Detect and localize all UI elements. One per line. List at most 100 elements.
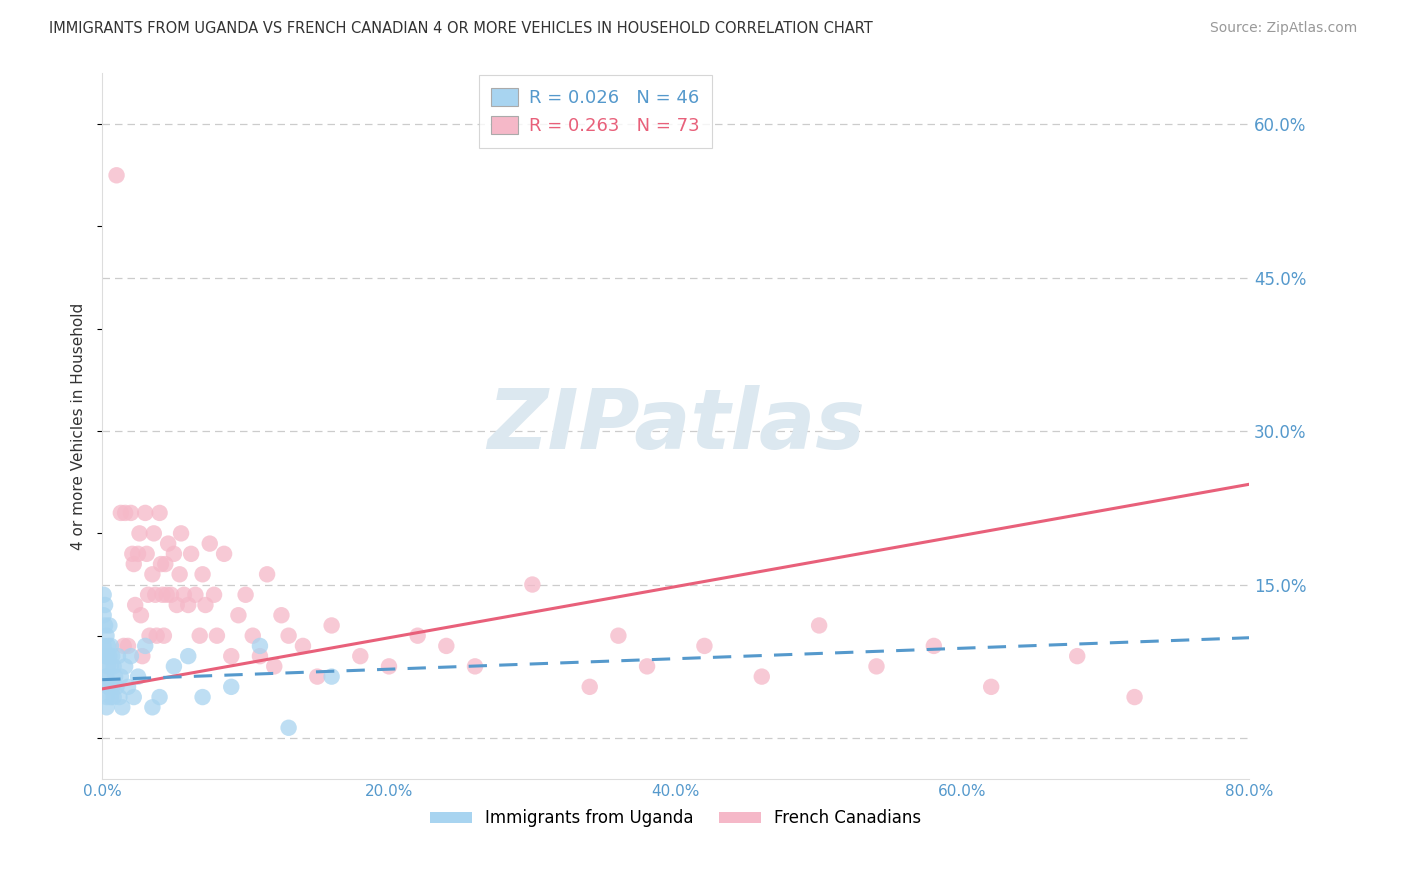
Point (141, 567, 163, 582)
Point (94, 598, 117, 612)
Point (112, 639, 135, 653)
Point (96, 690, 118, 704)
Point (202, 588, 225, 602)
Point (107, 649, 129, 664)
Point (291, 639, 314, 653)
Point (228, 608, 250, 623)
Point (100, 690, 122, 704)
Point (145, 629, 167, 643)
Point (98, 680, 121, 694)
Point (607, 629, 630, 643)
Point (205, 629, 228, 643)
Point (578, 680, 600, 694)
Point (235, 588, 257, 602)
Point (160, 588, 183, 602)
Point (166, 598, 188, 612)
Point (263, 659, 285, 673)
Point (194, 598, 217, 612)
Point (105, 680, 128, 694)
Point (212, 547, 235, 561)
Point (100, 659, 122, 673)
Point (121, 547, 143, 561)
Point (636, 659, 658, 673)
Point (464, 659, 486, 673)
Point (120, 506, 142, 520)
Point (134, 506, 156, 520)
Text: ZIPatlas: ZIPatlas (486, 385, 865, 467)
Point (98, 649, 121, 664)
Point (108, 690, 131, 704)
Point (135, 547, 157, 561)
Point (980, 680, 1002, 694)
Point (103, 690, 125, 704)
Point (191, 567, 214, 582)
Point (127, 547, 149, 561)
Point (122, 690, 145, 704)
Point (180, 547, 202, 561)
Point (93, 639, 115, 653)
Point (138, 629, 160, 643)
Point (117, 680, 139, 694)
Point (128, 526, 150, 541)
Point (242, 629, 264, 643)
Point (124, 598, 146, 612)
Point (101, 649, 124, 664)
Point (96, 700, 118, 714)
Point (156, 588, 179, 602)
Point (1066, 649, 1088, 664)
Point (114, 659, 136, 673)
Point (114, 506, 136, 520)
Point (101, 680, 124, 694)
Legend: Immigrants from Uganda, French Canadians: Immigrants from Uganda, French Canadians (423, 803, 928, 834)
Point (170, 526, 193, 541)
Point (249, 649, 271, 664)
Point (143, 588, 166, 602)
Point (96, 670, 118, 684)
Point (105, 169, 128, 183)
Point (277, 629, 299, 643)
Point (97, 659, 120, 673)
Point (922, 639, 945, 653)
Point (131, 649, 153, 664)
Point (150, 557, 173, 571)
Point (93, 588, 115, 602)
Point (96, 629, 118, 643)
Point (148, 690, 170, 704)
Point (191, 690, 214, 704)
Point (177, 649, 200, 664)
Point (184, 588, 207, 602)
Point (378, 659, 401, 673)
Point (148, 506, 170, 520)
Point (349, 649, 371, 664)
Point (94, 618, 117, 632)
Point (94, 649, 117, 664)
Point (136, 588, 159, 602)
Point (406, 629, 429, 643)
Point (142, 526, 165, 541)
Point (163, 659, 186, 673)
Point (188, 629, 211, 643)
Text: IMMIGRANTS FROM UGANDA VS FRENCH CANADIAN 4 OR MORE VEHICLES IN HOUSEHOLD CORREL: IMMIGRANTS FROM UGANDA VS FRENCH CANADIA… (49, 21, 873, 36)
Point (155, 557, 177, 571)
Point (434, 639, 457, 653)
Point (219, 680, 242, 694)
Point (117, 639, 139, 653)
Point (94, 670, 117, 684)
Point (129, 608, 152, 623)
Point (693, 639, 716, 653)
Point (98, 618, 121, 632)
Point (321, 618, 343, 632)
Point (110, 670, 132, 684)
Point (152, 588, 174, 602)
Point (153, 629, 176, 643)
Point (110, 506, 132, 520)
Point (100, 639, 122, 653)
Point (177, 598, 200, 612)
Text: Source: ZipAtlas.com: Source: ZipAtlas.com (1209, 21, 1357, 35)
Point (169, 567, 191, 582)
Point (141, 700, 163, 714)
Y-axis label: 4 or more Vehicles in Household: 4 or more Vehicles in Household (72, 302, 86, 549)
Point (321, 670, 343, 684)
Point (277, 721, 299, 735)
Point (751, 670, 773, 684)
